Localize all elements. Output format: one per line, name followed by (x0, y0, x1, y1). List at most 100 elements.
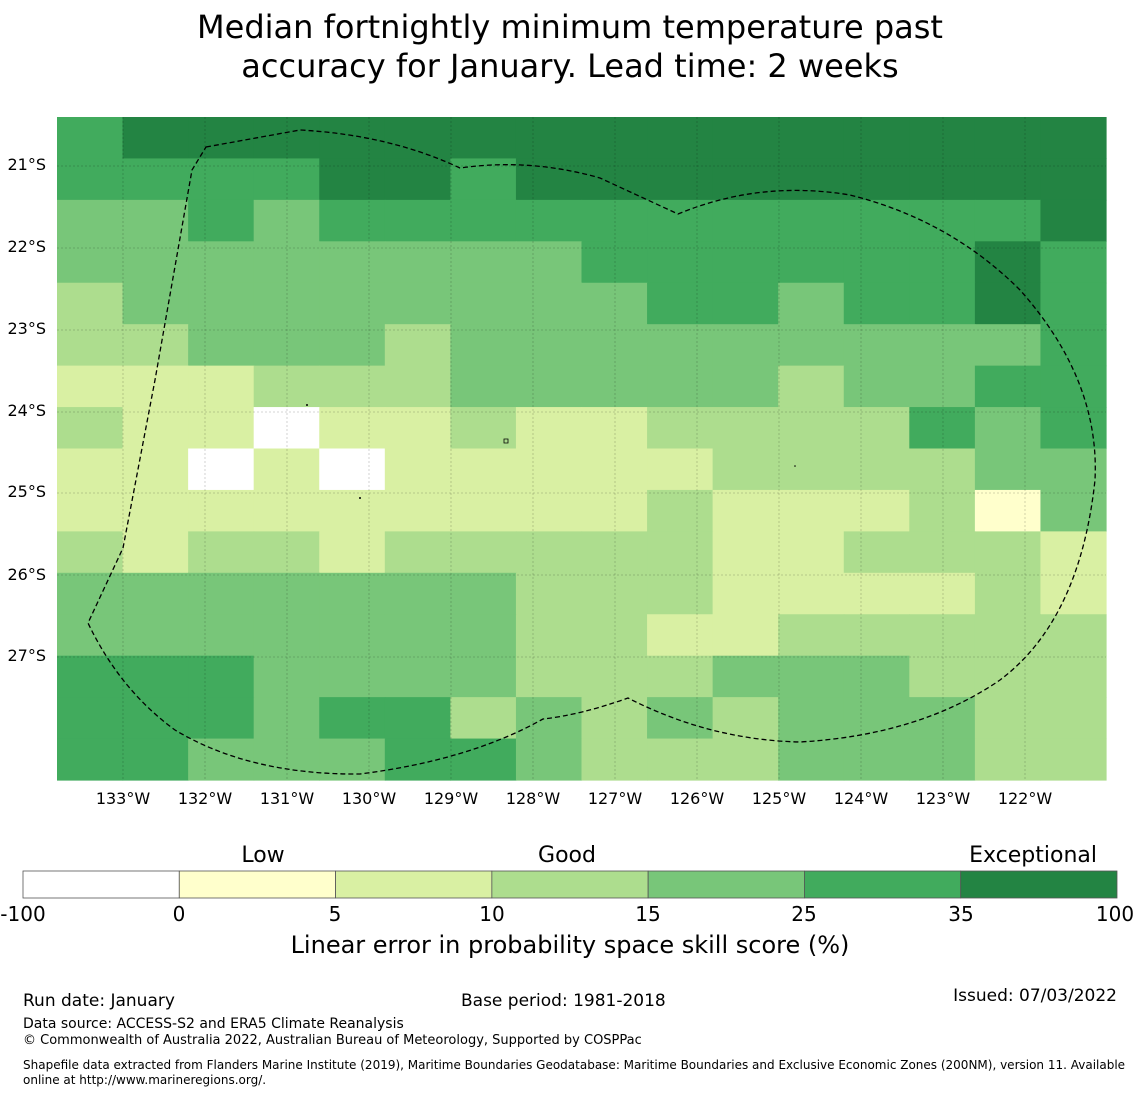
grid-cell (778, 531, 845, 574)
grid-cell (712, 199, 779, 242)
grid-cell (253, 697, 320, 740)
grid-cell (450, 572, 517, 615)
grid-cell (712, 241, 779, 284)
grid-cell (712, 324, 779, 367)
grid-cell (188, 448, 255, 491)
grid-cell (778, 489, 845, 532)
grid-cell (57, 365, 124, 408)
grid-cell (319, 158, 386, 201)
grid-cell (122, 117, 189, 160)
grid-cell (974, 407, 1042, 450)
grid-cell (515, 448, 583, 491)
grid-cell (843, 489, 910, 532)
grid-cell (122, 158, 189, 201)
grid-cell (843, 697, 910, 740)
colorbar-label: Linear error in probability space skill … (290, 931, 850, 959)
grid-cell (712, 117, 779, 160)
colorbar-tick: 10 (479, 902, 505, 926)
grid-cell (778, 572, 845, 615)
grid-cell (974, 448, 1042, 491)
grid-cell (319, 489, 386, 532)
grid-cell (188, 365, 255, 408)
grid-cell (384, 738, 451, 781)
grid-cell (647, 655, 714, 698)
grid-cell (909, 697, 976, 740)
grid-cell (647, 241, 714, 284)
grid-cell (647, 572, 714, 615)
grid-cell (843, 655, 910, 698)
shapefile-credit: Shapefile data extracted from Flanders M… (23, 1058, 1126, 1087)
grid-cell (57, 489, 124, 532)
colorbar-segment (960, 870, 1118, 899)
grid-cell (450, 282, 517, 325)
grid-cell (843, 199, 910, 242)
lon-label: 124°W (833, 789, 889, 808)
grid-cell (581, 241, 648, 284)
grid-cell (188, 158, 255, 201)
grid-cell (647, 158, 714, 201)
grid-cell (647, 489, 714, 532)
colorbar (22, 870, 1118, 899)
grid-cell (253, 158, 320, 201)
grid-cell (909, 531, 976, 574)
grid-cell (122, 365, 189, 408)
grid-cell (515, 282, 583, 325)
grid-cell (974, 572, 1042, 615)
grid-cell (778, 324, 845, 367)
grid-cell (450, 199, 517, 242)
grid-cell (450, 117, 517, 160)
run-date: Run date: January (23, 991, 175, 1011)
grid-cell (712, 738, 779, 781)
grid-cell (188, 489, 255, 532)
grid-cell (974, 531, 1042, 574)
grid-cell (712, 158, 779, 201)
grid-cell (974, 489, 1042, 532)
grid-cell (122, 738, 189, 781)
grid-cell (647, 324, 714, 367)
grid-cell (1040, 117, 1107, 160)
grid-cell (450, 738, 517, 781)
grid-cell (909, 365, 976, 408)
grid-cell (778, 282, 845, 325)
grid-cell (974, 697, 1042, 740)
grid-cell (450, 324, 517, 367)
grid-cell (778, 738, 845, 781)
grid-cell (1040, 738, 1107, 781)
grid-cell (974, 614, 1042, 657)
grid-cell (1040, 697, 1107, 740)
grid-cell (319, 241, 386, 284)
grid-cell (843, 158, 910, 201)
grid-cell (57, 614, 124, 657)
colorbar-segment (22, 870, 180, 899)
grid-cell (515, 655, 583, 698)
chart-title-line-2: accuracy for January. Lead time: 2 weeks (241, 47, 899, 85)
grid-cell (909, 199, 976, 242)
grid-cell (843, 117, 910, 160)
grid-cell (319, 572, 386, 615)
grid-cell (1040, 531, 1107, 574)
grid-cell (974, 282, 1042, 325)
grid-cell (188, 241, 255, 284)
grid-cell (1040, 489, 1107, 532)
grid-cell (581, 407, 648, 450)
grid-cell (253, 489, 320, 532)
grid-cell (1040, 282, 1107, 325)
grid-cell (450, 489, 517, 532)
grid-cell (122, 324, 189, 367)
copyright: © Commonwealth of Australia 2022, Austra… (23, 1033, 642, 1048)
grid-cell (1040, 199, 1107, 242)
grid-cell (253, 614, 320, 657)
grid-cell (188, 738, 255, 781)
grid-cell (974, 117, 1042, 160)
lon-label: 123°W (915, 789, 971, 808)
grid-cell (384, 158, 451, 201)
grid-cell (843, 365, 910, 408)
grid-cell (384, 572, 451, 615)
lon-label: 133°W (95, 789, 151, 808)
grid-cell (57, 697, 124, 740)
lat-label: 26°S (7, 565, 46, 584)
grid-cell (515, 158, 583, 201)
grid-cell (253, 117, 320, 160)
lat-label: 21°S (7, 155, 46, 174)
grid-cell (778, 199, 845, 242)
